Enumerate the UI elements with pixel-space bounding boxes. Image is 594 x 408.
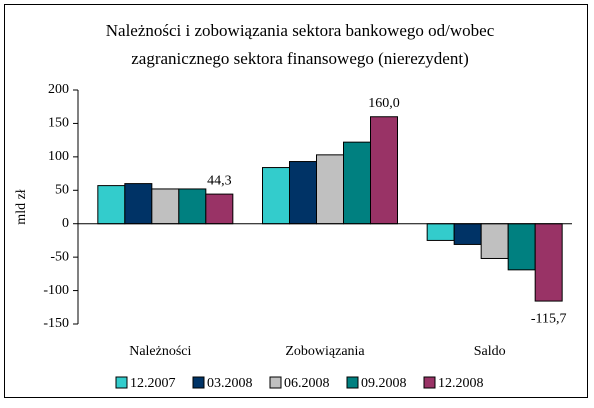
legend-swatch — [192, 376, 205, 389]
x-tick-label: Zobowiązania — [285, 344, 365, 359]
legend-label: 12.2007 — [130, 376, 176, 391]
legend-swatch — [423, 376, 436, 389]
bar — [343, 141, 371, 225]
y-tick-label: 50 — [55, 183, 69, 198]
bar — [124, 183, 153, 225]
x-tick-label: Saldo — [474, 344, 506, 359]
bar — [205, 193, 234, 225]
legend-label: 12.2008 — [438, 376, 484, 391]
bar — [289, 161, 317, 225]
x-tick-label: Należności — [129, 344, 191, 359]
y-tick-label: -100 — [43, 283, 69, 298]
y-tick-label: 0 — [62, 216, 69, 231]
bar — [453, 223, 482, 245]
y-axis-label: mld zł — [14, 189, 29, 224]
bar — [262, 167, 290, 225]
data-label: 44,3 — [207, 173, 232, 188]
bar — [534, 223, 563, 302]
legend-label: 03.2008 — [207, 376, 253, 391]
y-tick-label: 200 — [48, 82, 69, 97]
bar — [316, 154, 344, 225]
legend-swatch — [346, 376, 359, 389]
y-tick-label: -50 — [50, 249, 69, 264]
legend-label: 09.2008 — [361, 376, 407, 391]
legend-swatch — [115, 376, 128, 389]
bar — [151, 188, 180, 225]
chart-title: Należności i zobowiązania sektora bankow… — [106, 21, 495, 40]
bar — [507, 223, 536, 271]
legend-swatch — [269, 376, 282, 389]
chart-title: zagranicznego sektora finansowego (niere… — [131, 49, 468, 68]
bar — [97, 185, 126, 225]
legend-label: 06.2008 — [284, 376, 330, 391]
y-tick-label: -150 — [43, 316, 69, 331]
data-label: -115,7 — [531, 311, 567, 326]
bar — [178, 188, 207, 225]
y-tick-label: 100 — [48, 149, 69, 164]
bar — [370, 116, 398, 225]
data-label: 160,0 — [368, 96, 400, 111]
bar — [426, 223, 455, 241]
y-tick-label: 150 — [48, 116, 69, 131]
bar — [480, 223, 509, 259]
